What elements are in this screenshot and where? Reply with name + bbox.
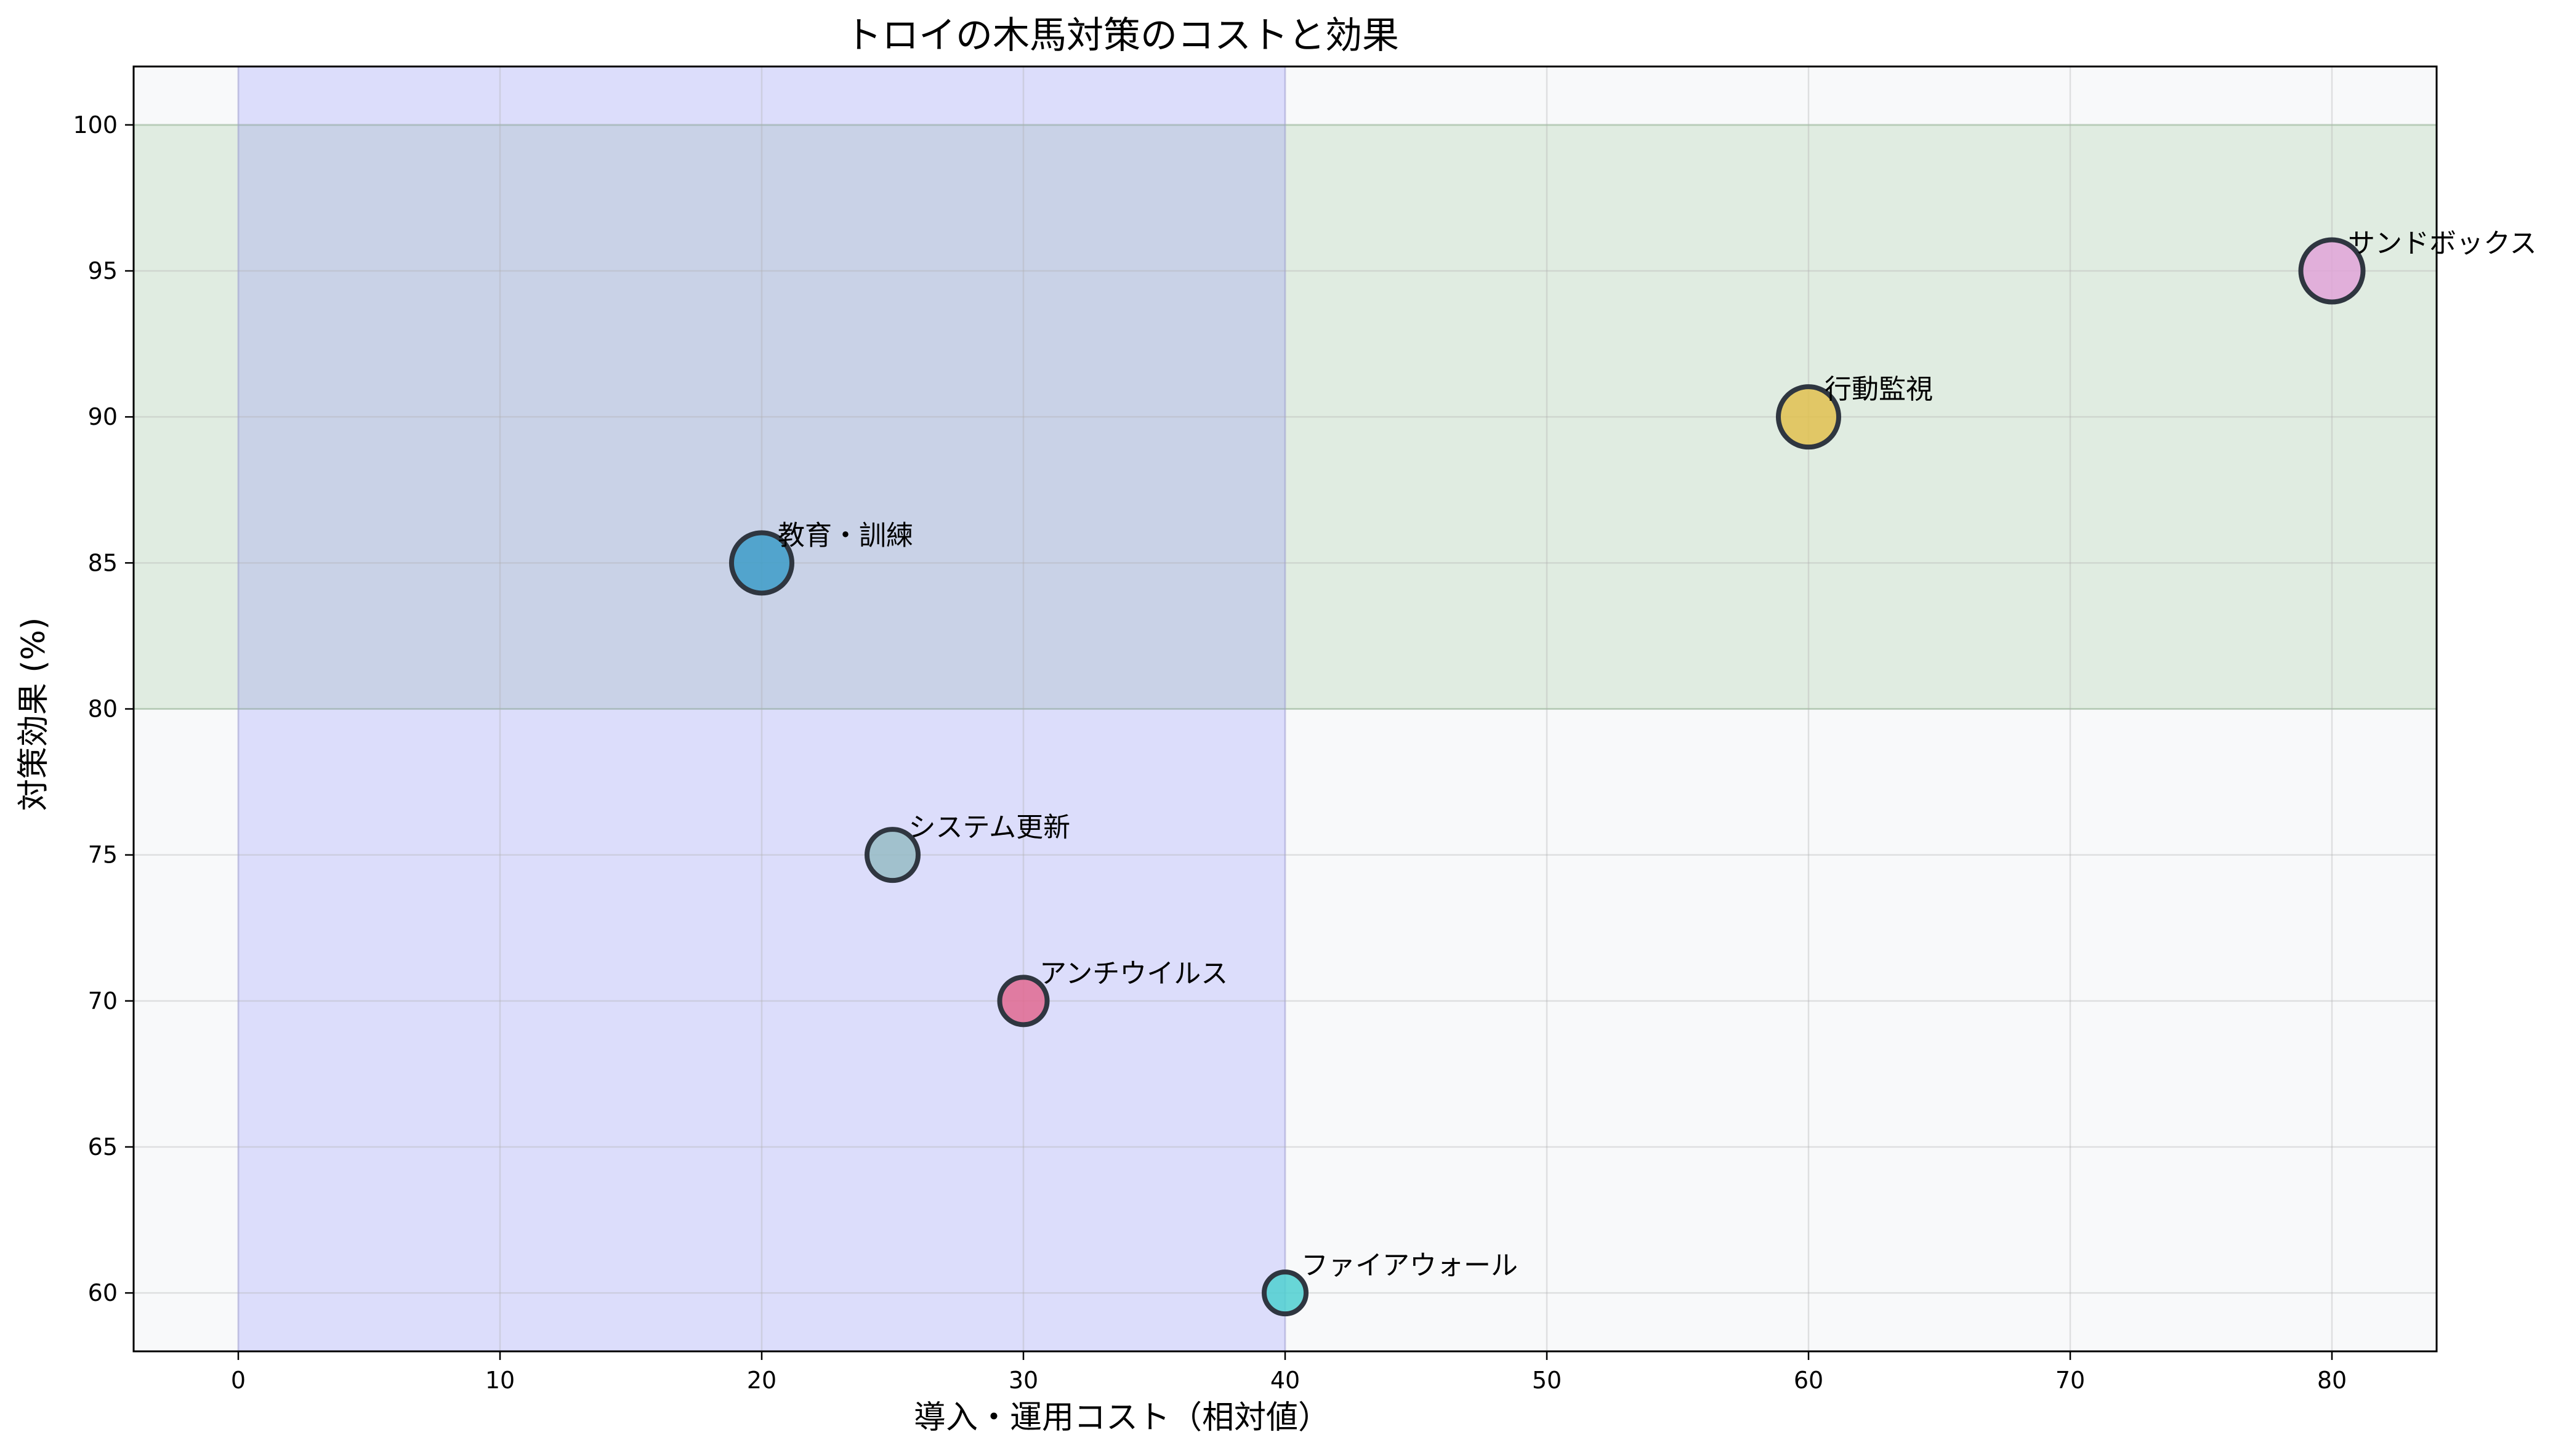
data-point-label: ファイアウォール — [1301, 1250, 1518, 1281]
y-axis-label: 対策効果 (%) — [15, 617, 52, 811]
high-effect-region — [132, 124, 2438, 710]
x-tick-label: 80 — [2317, 1367, 2347, 1394]
y-tick-label: 85 — [88, 549, 118, 576]
y-tick-label: 95 — [88, 257, 118, 284]
plot-area: 0 10 20 30 40 50 60 70 80 60 65 70 75 80 85 90 95 100 教育・訓… — [73, 65, 2537, 1394]
x-tick-label: 40 — [1270, 1367, 1300, 1394]
y-tick-label: 90 — [88, 403, 118, 430]
plot-background — [134, 66, 2437, 1351]
x-tick-label: 0 — [231, 1367, 246, 1394]
y-tick-label: 60 — [88, 1279, 118, 1306]
data-point — [1262, 1269, 1309, 1317]
data-point-label: サンドボックス — [2348, 228, 2537, 259]
data-point-label: 行動監視 — [1825, 374, 1933, 405]
plot-frame — [132, 65, 2438, 1353]
x-tick-label: 30 — [1009, 1367, 1038, 1394]
y-tick-label: 100 — [73, 111, 118, 139]
data-point — [865, 827, 921, 883]
data-point-label: システム更新 — [909, 812, 1071, 843]
y-tick-label: 65 — [88, 1133, 118, 1160]
y-tick-label: 75 — [88, 842, 118, 869]
x-tick-label: 50 — [1532, 1367, 1562, 1394]
y-tick-label: 70 — [88, 987, 118, 1015]
data-point-label: アンチウイルス — [1039, 958, 1228, 989]
x-tick-label: 20 — [747, 1367, 776, 1394]
data-point — [997, 975, 1050, 1028]
data-point-label: 教育・訓練 — [778, 520, 913, 551]
data-point — [2298, 237, 2366, 305]
data-point — [729, 530, 794, 596]
x-tick-label: 70 — [2055, 1367, 2085, 1394]
chart-title: トロイの木馬対策のコストと効果 — [845, 14, 1399, 57]
x-tick-label: 60 — [1794, 1367, 1823, 1394]
y-tick-label: 80 — [88, 696, 118, 723]
x-tick-label: 10 — [485, 1367, 515, 1394]
data-point — [1776, 384, 1841, 450]
x-axis-label: 導入・運用コスト（相対値） — [914, 1399, 1330, 1436]
